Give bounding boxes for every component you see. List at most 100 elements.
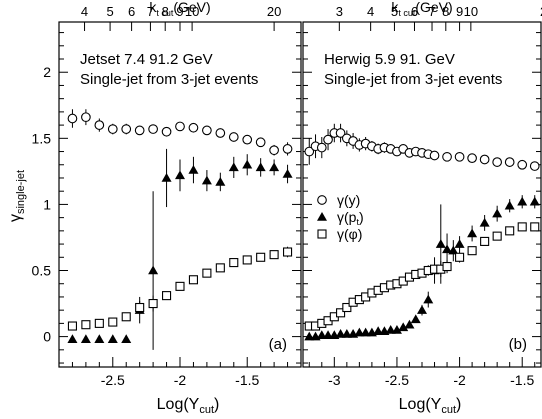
data-point — [269, 162, 280, 172]
top-tick-label: 10 — [185, 4, 199, 19]
data-point — [335, 328, 346, 338]
legend-marker-open-circle — [317, 195, 327, 205]
data-point — [81, 112, 91, 123]
legend-label: γ(φ) — [337, 226, 362, 242]
data-point — [242, 255, 252, 265]
data-point — [492, 231, 502, 241]
data-point — [410, 314, 421, 324]
panel-a: 0 0.5 1 1.5 2 -2.5 -2 -1.5 4 5 6 7 8 9 10 20 kt cut(GeV)… — [32, 0, 302, 416]
top-axis-label-sub: t cut — [156, 8, 174, 18]
data-point — [504, 157, 515, 167]
top-axis-label: kt cut(GeV) — [391, 0, 452, 18]
data-point — [161, 172, 172, 182]
x-tick-label: -2.5 — [385, 372, 409, 388]
data-point — [188, 275, 198, 285]
top-tick-label: 6 — [128, 4, 135, 19]
data-point — [479, 154, 490, 165]
panel-b: -3-2.5-2-1.534567891020kt cut(GeV)Log(Yc… — [302, 0, 542, 416]
data-point — [161, 126, 172, 137]
y-axis-label-main: γ — [7, 214, 24, 222]
data-point — [121, 124, 132, 134]
data-point — [215, 263, 225, 273]
legend: γ(y)γ(pt)γ(φ) — [317, 192, 364, 242]
y-tick-label: 1.5 — [32, 130, 52, 146]
data-point — [404, 319, 415, 329]
x-axis-label: Log(Ycut) — [399, 396, 462, 416]
x-tick-label: -1.5 — [235, 372, 259, 388]
x-tick-label: -2 — [453, 372, 466, 388]
data-point — [304, 146, 315, 157]
data-point — [323, 134, 333, 145]
data-point — [202, 125, 212, 136]
data-point — [454, 239, 465, 248]
data-point — [360, 327, 371, 337]
data-point — [282, 169, 293, 178]
data-point — [80, 334, 91, 343]
x-axis-label: Log(Ycut) — [157, 396, 220, 416]
data-point — [242, 134, 253, 145]
data-point — [467, 153, 477, 163]
data-point — [256, 252, 266, 262]
data-point — [67, 334, 78, 343]
top-axis-label-unit: (GeV) — [415, 0, 452, 15]
top-tick-label: 10 — [464, 4, 478, 19]
x-axis-label-tail: ) — [214, 396, 219, 413]
data-point — [517, 222, 527, 232]
x-tick-label: -1.5 — [510, 372, 534, 388]
top-tick-label: 8 — [442, 4, 449, 19]
data-point — [94, 318, 104, 328]
top-tick-label: 6 — [411, 4, 418, 19]
data-point — [336, 308, 346, 318]
data-point — [529, 161, 540, 171]
panel-label: (a) — [269, 336, 287, 353]
data-point — [517, 159, 528, 170]
annotation-generator: Jetset 7.4 91.2 GeV — [80, 51, 213, 68]
data-point — [448, 245, 459, 255]
data-point — [228, 162, 239, 172]
x-tick-label: -3 — [328, 372, 341, 388]
data-point — [492, 157, 503, 167]
legend-label-sub: t — [356, 217, 359, 227]
data-point — [107, 334, 118, 343]
data-point — [282, 144, 293, 154]
data-point — [492, 208, 503, 218]
data-point — [215, 176, 226, 186]
data-point — [316, 330, 327, 340]
data-point — [373, 326, 384, 336]
data-point — [67, 113, 78, 124]
x-axis-label-main: Log(Y — [399, 396, 442, 413]
series-open-square — [304, 222, 540, 331]
data-point — [341, 328, 352, 338]
data-point — [228, 132, 239, 142]
top-tick-label: 20 — [267, 4, 281, 19]
legend-label-main: γ(p — [337, 209, 357, 225]
x-tick-label: -2 — [174, 372, 187, 388]
data-point — [304, 331, 315, 341]
top-axis-label: kt cut(GeV) — [149, 0, 210, 18]
data-point — [175, 281, 185, 291]
x-axis-label-main: Log(Y — [157, 396, 200, 413]
data-point — [429, 150, 440, 161]
x-axis-label-sub: cut — [199, 404, 214, 416]
top-axis-label-k: k — [149, 0, 157, 15]
y-tick-label: 1 — [43, 196, 51, 212]
y-axis-label: γsingle-jet — [7, 170, 27, 222]
panel-label: (b) — [509, 336, 527, 353]
data-point — [398, 322, 409, 332]
top-tick-label: 9 — [176, 4, 183, 19]
data-point — [148, 124, 158, 134]
data-point — [81, 320, 91, 330]
legend-marker-filled-triangle — [317, 212, 327, 221]
data-point — [442, 261, 452, 272]
series-open-circle — [304, 123, 540, 171]
x-tick-label: -2.5 — [101, 372, 125, 388]
annotation-generator: Herwig 5.9 91. GeV — [324, 51, 455, 68]
top-tick-label: 20 — [540, 4, 542, 19]
data-point — [134, 125, 145, 136]
y-tick-label: 0 — [43, 329, 51, 345]
data-point — [342, 302, 352, 313]
data-point — [107, 124, 118, 134]
series-open-circle — [67, 109, 293, 156]
data-point — [67, 321, 77, 331]
